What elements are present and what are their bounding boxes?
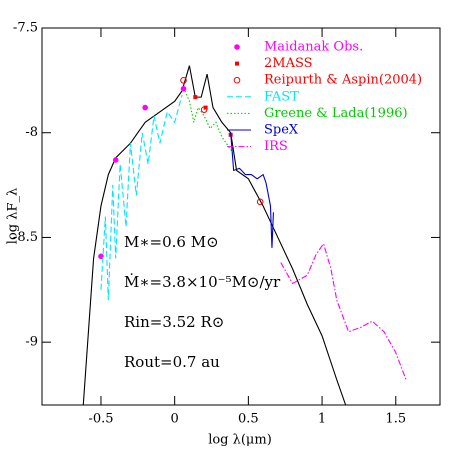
- legend-label: Maidanak Obs.: [264, 40, 363, 55]
- legend-label: Greene & Lada(1996): [264, 106, 408, 121]
- data-point: [112, 157, 119, 163]
- legend-symbol: [233, 76, 241, 84]
- data-point: [180, 85, 187, 92]
- y-tick-label: -8: [25, 125, 38, 140]
- legend-label: SpeX: [264, 123, 299, 138]
- y-axis-label: log λF_λ: [6, 188, 21, 244]
- y-tick-label: -7.5: [13, 21, 38, 36]
- x-tick-label: 0: [171, 412, 179, 427]
- data-point: [180, 77, 187, 84]
- annotation: Ṁ∗=3.8×10⁻⁵M⊙/yr: [124, 273, 281, 291]
- x-axis-label: log λ(μm): [208, 433, 272, 448]
- legend-label: IRS: [264, 139, 288, 154]
- y-tick-label: -8.5: [13, 230, 38, 245]
- plot-frame: [41, 27, 441, 406]
- series-line: [280, 242, 407, 381]
- x-tick-label: -0.5: [88, 412, 113, 427]
- annotation: Rin=3.52 R⊙: [124, 313, 224, 331]
- legend-label: FAST: [264, 89, 299, 104]
- y-tick-label: -9: [25, 335, 38, 350]
- data-point: [200, 106, 208, 113]
- legend-label: Reipurth & Aspin(2004): [264, 73, 422, 88]
- data-point: [142, 104, 148, 111]
- data-point: [193, 95, 198, 100]
- x-tick-label: 1.5: [385, 412, 406, 427]
- data-point: [256, 198, 264, 206]
- series-line: [100, 94, 183, 301]
- annotation: Rout=0.7 au: [124, 353, 220, 371]
- legend-label: 2MASS: [264, 56, 313, 71]
- x-tick-label: 0.5: [238, 412, 259, 427]
- annotation: M∗=0.6 M⊙: [124, 233, 219, 251]
- legend-symbol: [234, 44, 240, 50]
- x-tick-label: 1: [318, 412, 326, 427]
- legend-symbol: [235, 61, 239, 66]
- series-line: [82, 65, 347, 405]
- series-line: [184, 90, 235, 154]
- series-line: [230, 132, 274, 248]
